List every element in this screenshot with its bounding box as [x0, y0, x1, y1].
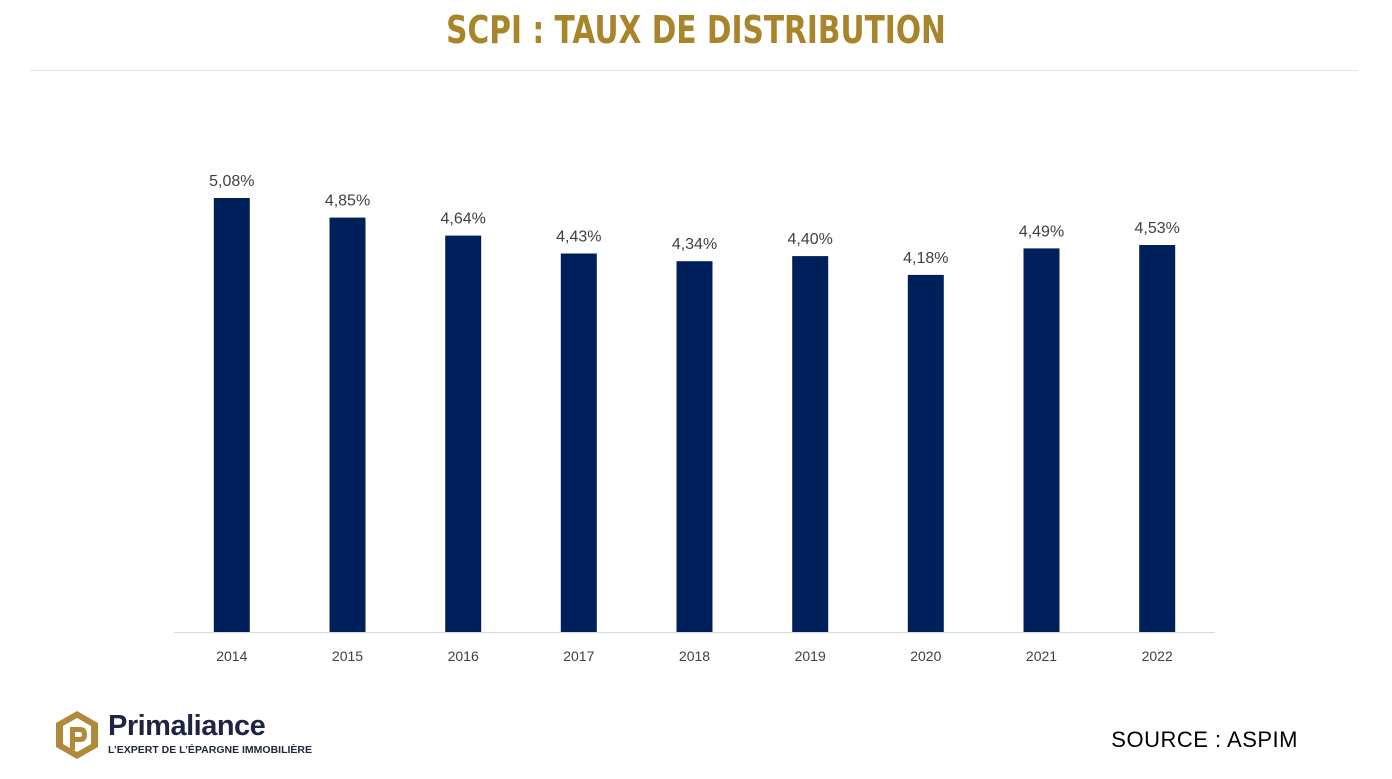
value-label-2015: 4,85%: [325, 193, 370, 210]
bar-2015: [329, 217, 366, 632]
value-label-2014: 5,08%: [209, 173, 254, 190]
primaliance-logo-icon: [56, 711, 98, 759]
value-label-2016: 4,64%: [441, 211, 486, 228]
x-tick-label-2017: 2017: [563, 648, 594, 664]
value-label-2019: 4,40%: [788, 231, 833, 248]
bar-2020: [907, 274, 944, 632]
logo-tagline: L’EXPERT DE L’ÉPARGNE IMMOBILIÈRE: [108, 744, 312, 756]
bar-2021: [1023, 248, 1060, 632]
chart-title: SCPI : TAUX DE DISTRIBUTION: [446, 8, 946, 52]
bar-2022: [1139, 245, 1176, 632]
value-label-2017: 4,43%: [556, 229, 601, 246]
x-tick-label-2014: 2014: [216, 648, 247, 664]
x-tick-label-2020: 2020: [910, 648, 941, 664]
value-label-2018: 4,34%: [672, 236, 717, 253]
value-labels-group: 5,08% 4,85% 4,64% 4,43% 4,34% 4,40% 4,18% 4,49%…: [209, 173, 1180, 267]
x-tick-label-2018: 2018: [679, 648, 710, 664]
x-tick-label-2016: 2016: [448, 648, 479, 664]
value-label-2021: 4,49%: [1019, 223, 1064, 240]
x-tick-label-2022: 2022: [1142, 648, 1173, 664]
bar-2017: [560, 253, 597, 632]
title-divider: [30, 70, 1358, 71]
value-label-2020: 4,18%: [903, 250, 948, 267]
x-tick-label-2021: 2021: [1026, 648, 1057, 664]
x-tick-label-2015: 2015: [332, 648, 363, 664]
x-tick-labels-group: 2014 2015 2016 2017 2018 2019 2020 2021 2022: [216, 648, 1173, 664]
bar-2014: [213, 198, 250, 632]
x-tick-label-2019: 2019: [795, 648, 826, 664]
value-label-2022: 4,53%: [1135, 220, 1180, 237]
primaliance-logo: Primaliance L’EXPERT DE L’ÉPARGNE IMMOBI…: [55, 710, 315, 762]
bar-2016: [445, 235, 482, 632]
logo-name: Primaliance: [108, 710, 266, 742]
bar-2018: [676, 261, 713, 632]
bar-2019: [792, 256, 829, 632]
bars-group: [213, 198, 1176, 632]
source-note: SOURCE : ASPIM: [1111, 727, 1298, 752]
